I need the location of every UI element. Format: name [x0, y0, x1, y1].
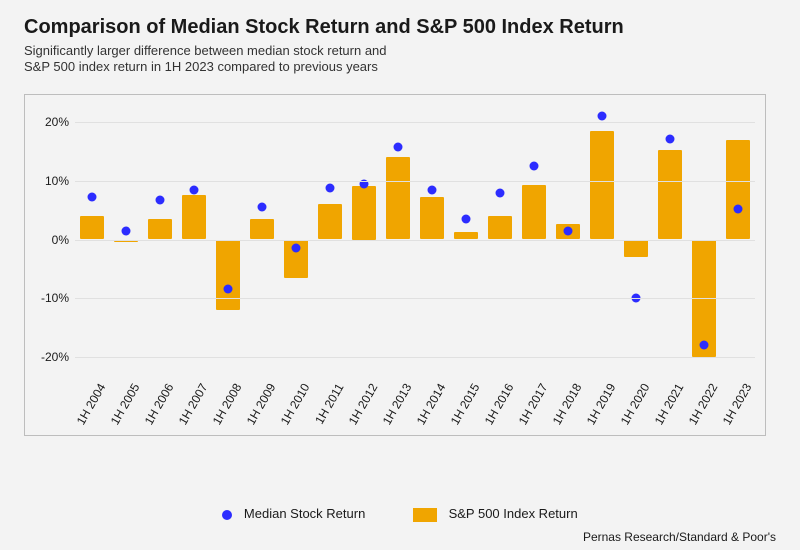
- x-axis-labels: 1H 20041H 20051H 20061H 20071H 20081H 20…: [75, 377, 755, 433]
- marker: [462, 214, 471, 223]
- marker: [122, 226, 131, 235]
- bar: [352, 186, 376, 240]
- x-tick-label: 1H 2009: [243, 381, 278, 427]
- legend-dot-icon: [222, 510, 232, 520]
- x-tick-label: 1H 2005: [107, 381, 142, 427]
- y-tick-label: 10%: [31, 174, 69, 188]
- gridline: [75, 357, 755, 358]
- x-tick-label: 1H 2008: [209, 381, 244, 427]
- bar: [488, 216, 512, 239]
- x-tick-label: 1H 2012: [345, 381, 380, 427]
- marker: [598, 112, 607, 121]
- marker: [190, 185, 199, 194]
- marker: [326, 184, 335, 193]
- bar: [216, 240, 240, 310]
- marker: [258, 203, 267, 212]
- bar: [454, 232, 478, 239]
- marker: [394, 142, 403, 151]
- x-tick-label: 1H 2023: [719, 381, 754, 427]
- gridline: [75, 298, 755, 299]
- x-tick-label: 1H 2014: [413, 381, 448, 427]
- gridline: [75, 122, 755, 123]
- y-tick-label: 0%: [31, 233, 69, 247]
- x-tick-label: 1H 2010: [277, 381, 312, 427]
- legend-label: Median Stock Return: [244, 506, 365, 521]
- bar: [386, 157, 410, 239]
- chart-title: Comparison of Median Stock Return and S&…: [24, 16, 776, 39]
- marker: [564, 226, 573, 235]
- legend: Median Stock Return S&P 500 Index Return: [0, 506, 800, 522]
- bar: [148, 219, 172, 240]
- bar: [250, 219, 274, 240]
- marker: [156, 196, 165, 205]
- x-tick-label: 1H 2011: [312, 381, 346, 427]
- gridline: [75, 240, 755, 241]
- x-tick-label: 1H 2020: [617, 381, 652, 427]
- x-tick-label: 1H 2021: [651, 381, 686, 427]
- marker: [224, 285, 233, 294]
- source-text: Pernas Research/Standard & Poor's: [583, 530, 776, 544]
- chart-container: Comparison of Median Stock Return and S&…: [0, 0, 800, 550]
- marker: [292, 244, 301, 253]
- marker: [428, 186, 437, 195]
- x-tick-label: 1H 2004: [73, 381, 108, 427]
- x-tick-label: 1H 2006: [141, 381, 176, 427]
- marker: [496, 189, 505, 198]
- x-tick-label: 1H 2007: [175, 381, 210, 427]
- legend-item-sp500: S&P 500 Index Return: [413, 506, 578, 522]
- x-tick-label: 1H 2022: [685, 381, 720, 427]
- bar: [624, 240, 648, 258]
- bar: [590, 131, 614, 240]
- marker: [88, 193, 97, 202]
- x-tick-label: 1H 2019: [583, 381, 618, 427]
- legend-swatch-icon: [413, 508, 437, 522]
- bar: [420, 197, 444, 239]
- bar: [318, 204, 342, 239]
- bar: [522, 185, 546, 240]
- chart-panel: 1H 20041H 20051H 20061H 20071H 20081H 20…: [24, 94, 766, 436]
- x-tick-label: 1H 2015: [447, 381, 482, 427]
- marker: [530, 162, 539, 171]
- y-tick-label: -20%: [31, 350, 69, 364]
- bar: [726, 140, 750, 240]
- marker: [700, 341, 709, 350]
- legend-label: S&P 500 Index Return: [449, 506, 578, 521]
- bar: [182, 195, 206, 239]
- chart-subtitle: Significantly larger difference between …: [24, 43, 776, 76]
- y-tick-label: 20%: [31, 115, 69, 129]
- marker: [666, 134, 675, 143]
- y-tick-label: -10%: [31, 291, 69, 305]
- bar: [658, 150, 682, 239]
- x-tick-label: 1H 2017: [515, 381, 550, 427]
- x-tick-label: 1H 2013: [379, 381, 414, 427]
- x-tick-label: 1H 2016: [481, 381, 516, 427]
- gridline: [75, 181, 755, 182]
- marker: [734, 204, 743, 213]
- legend-item-median: Median Stock Return: [222, 506, 365, 521]
- plot-area: [75, 105, 755, 375]
- bar: [80, 216, 104, 239]
- x-tick-label: 1H 2018: [549, 381, 584, 427]
